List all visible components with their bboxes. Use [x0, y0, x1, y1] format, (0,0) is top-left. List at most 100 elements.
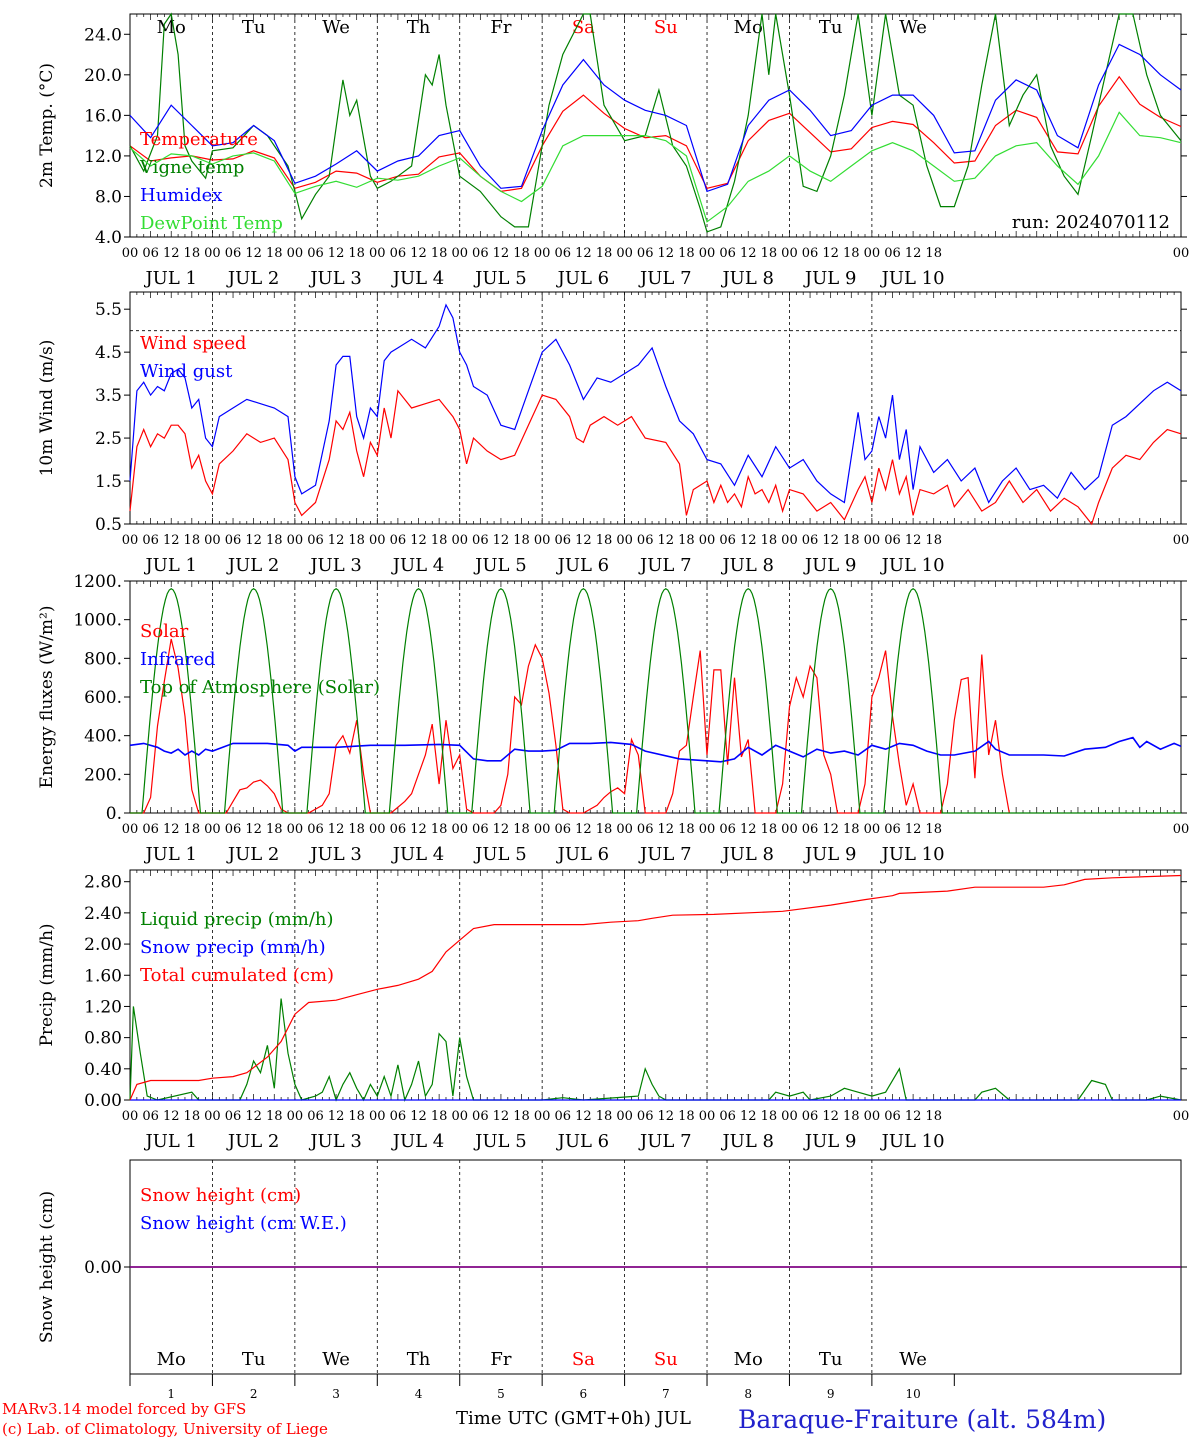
hour-tick-label: 00: [369, 246, 386, 261]
hour-tick-label: 00: [122, 533, 139, 548]
hour-tick-label: 18: [678, 822, 695, 837]
hour-tick-label: 00: [616, 822, 633, 837]
legend-entry: Wind gust: [140, 361, 233, 382]
y-tick-label: 8.0: [95, 187, 122, 207]
hour-tick-label: 18: [596, 822, 613, 837]
hour-tick-label: 18: [431, 1109, 448, 1124]
date-label: JUL 6: [556, 844, 610, 865]
hour-tick-label: 18: [761, 246, 778, 261]
panel-5: 0.00 Snow height (cm) Snow height (cm) Snow…: [37, 1159, 1187, 1401]
hour-tick-label: 12: [410, 1109, 427, 1124]
hour-tick-label: 06: [554, 246, 571, 261]
hour-tick-label: 00: [616, 1109, 633, 1124]
date-label: JUL 4: [391, 268, 445, 289]
date-label: JUL 8: [720, 268, 774, 289]
day-number-label: 4: [415, 1387, 423, 1401]
series-line-dewpoint-temp: [129, 111, 1182, 223]
hour-tick-label: 00: [204, 246, 221, 261]
hour-tick-label: 18: [925, 246, 942, 261]
hour-tick-label: 06: [307, 1109, 324, 1124]
x-minor-ticks: [129, 870, 1182, 1100]
hour-tick-label: 06: [884, 822, 901, 837]
hour-tick-label: 12: [328, 822, 345, 837]
hour-tick-label: 00: [1173, 822, 1190, 837]
date-label: JUL 9: [803, 268, 857, 289]
hour-tick-label: 06: [802, 1109, 819, 1124]
y-tick-label: 3.5: [95, 386, 122, 406]
day-of-week-label: We: [899, 1349, 927, 1370]
y-axis-label: 10m Wind (m/s): [37, 340, 57, 477]
hour-tick-label: 12: [822, 533, 839, 548]
hour-tick-label: 06: [142, 246, 159, 261]
day-of-week-label: Sa: [572, 1349, 595, 1370]
hour-tick-label: 06: [142, 1109, 159, 1124]
hour-tick-label: 06: [637, 533, 654, 548]
hour-tick-label: 00: [864, 533, 881, 548]
hour-tick-label: 06: [225, 246, 242, 261]
y-tick-label: 0.80: [84, 1029, 122, 1049]
y-tick-label: 24.0: [84, 25, 122, 45]
legend-entry: Liquid precip (mm/h): [140, 909, 334, 930]
hour-tick-label: 06: [884, 533, 901, 548]
hour-tick-label: 06: [225, 822, 242, 837]
date-label: JUL 7: [638, 844, 692, 865]
hour-tick-label: 12: [575, 246, 592, 261]
hour-tick-label: 00: [864, 246, 881, 261]
hour-tick-label: 12: [328, 1109, 345, 1124]
legend-entry: Snow precip (mm/h): [140, 937, 326, 958]
y-tick-label: 0.00: [84, 1091, 122, 1111]
series-line-total-cumulated-cm-: [129, 874, 1182, 1101]
plot-frame: [129, 291, 1182, 525]
hour-tick-label: 12: [575, 822, 592, 837]
hour-tick-label: 18: [513, 1109, 530, 1124]
x-minor-ticks: [129, 14, 1182, 237]
hour-tick-label: 18: [596, 533, 613, 548]
y-tick-label: 1.60: [84, 966, 122, 986]
hour-tick-label: 12: [163, 1109, 180, 1124]
hour-tick-label: 12: [245, 822, 262, 837]
y-tick-label: 2.40: [84, 904, 122, 924]
legend-entry: Solar: [140, 621, 189, 642]
date-label: JUL 3: [308, 555, 362, 576]
date-label: JUL 9: [803, 555, 857, 576]
hour-tick-label: 12: [575, 533, 592, 548]
plot-frame: [129, 13, 1182, 238]
day-number-label: 5: [497, 1387, 505, 1401]
day-of-week-label: Th: [407, 17, 431, 38]
hour-tick-label: 12: [658, 1109, 675, 1124]
hour-tick-label: 00: [699, 1109, 716, 1124]
day-of-week-label: Su: [654, 17, 678, 38]
hour-tick-label: 00: [287, 822, 304, 837]
hour-tick-label: 12: [328, 533, 345, 548]
hour-tick-label: 06: [884, 246, 901, 261]
hour-tick-label: 12: [905, 822, 922, 837]
hour-tick-label: 00: [534, 1109, 551, 1124]
hour-tick-label: 18: [431, 533, 448, 548]
series-line-liquid-precip-mm-h-: [129, 998, 1182, 1103]
day-of-week-label: Mo: [734, 1349, 763, 1370]
y-tick-label: 600.: [84, 688, 122, 708]
hour-tick-label: 18: [513, 533, 530, 548]
hour-tick-label: 18: [184, 246, 201, 261]
date-label: JUL 5: [473, 1131, 527, 1152]
hour-tick-label: 18: [925, 1109, 942, 1124]
y-tick-label: 0.: [106, 804, 122, 824]
hour-tick-label: 12: [822, 246, 839, 261]
hour-tick-label: 18: [513, 246, 530, 261]
hour-tick-label: 12: [245, 1109, 262, 1124]
date-label: JUL 9: [803, 844, 857, 865]
hour-tick-label: 00: [122, 1109, 139, 1124]
hour-tick-label: 18: [843, 1109, 860, 1124]
day-number-label: 8: [744, 1387, 752, 1401]
day-number-label: 7: [662, 1387, 670, 1401]
date-label: JUL 1: [143, 844, 197, 865]
day-of-week-label: Tu: [242, 1349, 266, 1370]
hour-tick-label: 12: [658, 246, 675, 261]
hour-tick-label: 12: [905, 533, 922, 548]
date-label: JUL 3: [308, 1131, 362, 1152]
time-axis-label: Time UTC (GMT+0h) JUL: [456, 1408, 691, 1429]
hour-tick-label: 00: [451, 246, 468, 261]
date-label: JUL 7: [638, 1131, 692, 1152]
day-number-label: 1: [167, 1387, 175, 1401]
